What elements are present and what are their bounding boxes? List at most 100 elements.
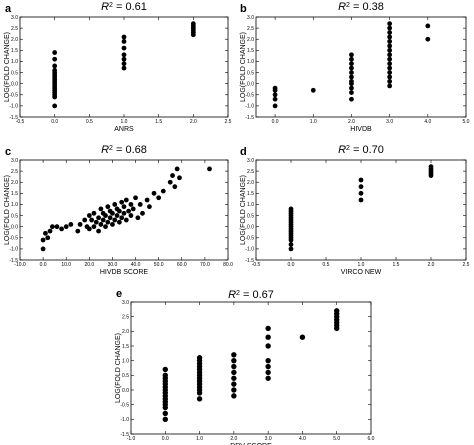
x-tick-label: 3.0 [265, 436, 272, 442]
data-point [349, 90, 354, 95]
data-point [207, 166, 212, 172]
data-point [121, 39, 127, 44]
data-point [96, 228, 101, 234]
data-point [98, 222, 104, 227]
data-point [349, 65, 354, 71]
data-point [196, 355, 203, 361]
data-point [265, 334, 271, 340]
data-point [121, 45, 127, 51]
y-tick-label: -0.5 [9, 93, 18, 99]
panel-c: c R2 = 0.68-10.0 0.0 10.0 20.0 30.0 40.0 50.0 60… [4, 144, 233, 276]
data-point [387, 83, 393, 89]
data-point [349, 61, 354, 67]
r2-exponent: 2 [109, 2, 113, 9]
panel-label: a [5, 3, 12, 15]
data-point [130, 206, 136, 212]
panel-a: a R2 = 0.61 -0.5 0.0 0.5 1.0 1.5 2.0 2.5 -1.5 -1.0… [4, 1, 232, 133]
y-tick-label: 1.5 [247, 191, 254, 197]
x-tick-label: 2.0 [190, 119, 197, 125]
y-tick-label: 0.5 [11, 70, 18, 76]
data-point [349, 56, 354, 62]
r2-symbol: R [101, 144, 109, 156]
data-point [349, 74, 354, 80]
data-point [52, 56, 58, 62]
x-axis-label: HIVDB SCORE [100, 269, 149, 276]
x-axis-label: ANRS [114, 126, 134, 133]
x-axis-label: VIRCO NEW [341, 269, 382, 276]
r2-exponent: 2 [109, 145, 113, 152]
y-tick-label: 1.5 [11, 191, 18, 197]
data-point [387, 79, 393, 84]
data-point [133, 195, 138, 201]
data-point [387, 65, 393, 71]
data-point [105, 219, 111, 225]
data-point [162, 366, 168, 373]
data-point [231, 363, 237, 370]
data-point [126, 208, 132, 214]
x-tick-label: 10.0 [61, 262, 71, 268]
data-point [190, 21, 196, 27]
data-point [231, 387, 237, 393]
y-tick-label: 0.0 [122, 388, 129, 394]
panel-label: e [116, 288, 122, 300]
y-tick-label: -1.5 [9, 258, 18, 264]
y-tick-label: 3.0 [247, 15, 254, 21]
y-axis-label: LOG(FOLD CHANGE) [115, 333, 122, 403]
x-tick-label: 60.0 [177, 262, 187, 268]
r2-exponent: 2 [236, 290, 240, 297]
data-point [387, 70, 393, 75]
x-tick-label: 1.0 [358, 262, 365, 268]
y-tick-label: 1.0 [11, 202, 18, 208]
data-point [310, 87, 316, 93]
x-tick-label: 3.0 [386, 119, 393, 125]
r2-symbol: R [338, 1, 346, 13]
data-point [387, 43, 393, 49]
data-point [172, 184, 178, 190]
data-point [47, 228, 53, 234]
x-tick-label: 80.0 [223, 262, 233, 268]
x-tick-label: 1.0 [310, 119, 317, 125]
plot-frame [130, 301, 372, 435]
data-point [77, 222, 83, 227]
y-tick-label: 1.0 [11, 59, 18, 65]
data-point [121, 65, 127, 71]
x-axis-label: HIVDB [350, 126, 372, 133]
data-point [167, 179, 173, 185]
y-tick-label: -1.0 [120, 417, 129, 423]
data-point [387, 61, 393, 67]
data-point [45, 235, 51, 241]
data-point [288, 206, 294, 212]
data-point [52, 63, 58, 69]
data-point [162, 372, 168, 379]
data-point [160, 188, 166, 194]
data-point [288, 246, 294, 252]
x-tick-label: 30.0 [108, 262, 118, 268]
y-tick-label: -1.0 [9, 104, 18, 110]
y-tick-label: 0.5 [122, 373, 129, 379]
y-tick-label: 0.0 [11, 81, 18, 87]
data-point [121, 210, 127, 216]
y-tick-label: 0.5 [247, 70, 254, 76]
data-point [358, 177, 364, 183]
panel-e: e R2 = 0.67-1.0 0.0 1.0 2.0 3.0 4.0 5.0 6.0-1.5-… [115, 288, 375, 445]
r2-symbol: R [338, 144, 346, 156]
data-point [425, 23, 431, 29]
y-tick-label: 1.5 [247, 48, 254, 54]
x-tick-label: -1.0 [127, 436, 136, 442]
r2-value: = 0.61 [113, 1, 147, 13]
panel-label: d [240, 146, 247, 158]
y-tick-label: 2.5 [247, 169, 254, 175]
x-tick-label: 2.0 [428, 262, 435, 268]
x-tick-label: -0.5 [16, 119, 25, 125]
x-tick-label: 6.0 [368, 436, 375, 442]
data-point [349, 85, 354, 91]
data-point [265, 369, 271, 376]
data-point [98, 206, 104, 212]
x-tick-label: 0.0 [272, 119, 279, 125]
y-tick-label: 1.5 [122, 344, 129, 350]
y-tick-label: -1.5 [245, 258, 254, 264]
data-point [387, 56, 393, 62]
data-point [358, 190, 364, 196]
data-point [52, 67, 58, 73]
